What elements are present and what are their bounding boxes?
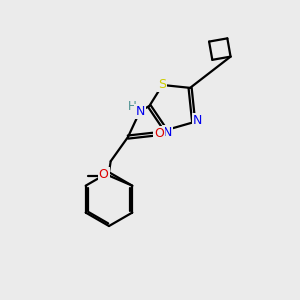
Text: N: N [135,105,145,118]
Text: O: O [99,168,109,181]
Text: O: O [154,127,164,140]
Text: N: N [193,114,203,127]
Text: H: H [128,100,136,112]
Text: S: S [158,78,166,91]
Text: N: N [163,127,172,140]
